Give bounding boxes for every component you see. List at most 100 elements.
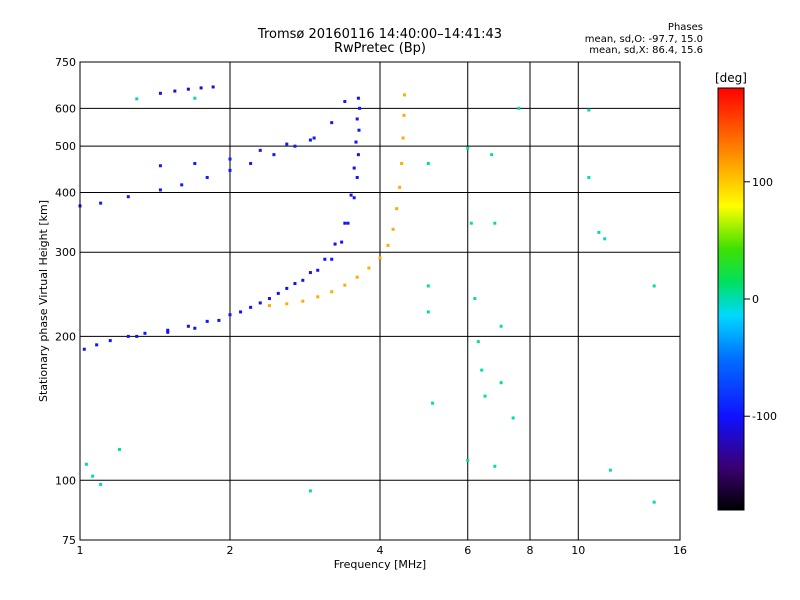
echo-point: [228, 168, 232, 172]
echo-point: [469, 221, 473, 225]
echo-point: [330, 121, 334, 125]
echo-point: [135, 334, 139, 338]
phase-heading: Phases: [667, 22, 703, 33]
echo-point: [173, 89, 177, 93]
chart-subtitle: RwPretec (Bp): [333, 41, 427, 56]
echo-point: [158, 188, 162, 192]
phase-stats-x: mean, sd,X: 86.4, 15.6: [589, 45, 703, 56]
echo-point: [205, 319, 209, 323]
echo-point: [166, 328, 170, 332]
echo-point: [356, 96, 360, 100]
echo-point: [108, 339, 112, 343]
echo-point: [285, 142, 289, 146]
echo-point: [333, 242, 337, 246]
echo-point: [354, 140, 358, 144]
echo-point: [355, 275, 359, 279]
echo-points: [78, 85, 656, 504]
echo-point: [312, 136, 316, 140]
y-tick-label: 200: [55, 330, 76, 343]
colorbar: [717, 87, 745, 511]
echo-point: [587, 108, 591, 112]
echo-point: [499, 381, 503, 385]
plot-frame: [79, 61, 681, 541]
echo-point: [346, 221, 350, 225]
echo-point: [367, 266, 371, 270]
echo-point: [426, 161, 430, 165]
echo-point: [483, 394, 487, 398]
echo-point: [95, 343, 99, 347]
echo-point: [186, 324, 190, 328]
echo-point: [186, 87, 190, 91]
echo-point: [431, 401, 435, 405]
x-tick-label: 1: [77, 544, 84, 557]
echo-point: [466, 146, 470, 150]
echo-point: [258, 148, 262, 152]
echo-point: [293, 144, 297, 148]
echo-point: [166, 330, 170, 334]
echo-point: [340, 240, 344, 244]
echo-point: [193, 161, 197, 165]
echo-point: [199, 86, 203, 90]
echo-point: [217, 318, 221, 322]
echo-point: [517, 106, 521, 110]
echo-point: [426, 310, 430, 314]
echo-point: [330, 257, 334, 261]
y-tick-label: 300: [55, 246, 76, 259]
echo-point: [480, 368, 484, 372]
echo-point: [249, 305, 253, 309]
echo-point: [398, 185, 402, 189]
echo-point: [276, 291, 280, 295]
colorbar-ticks: -100 0 100: [744, 176, 777, 423]
echo-point: [343, 221, 347, 225]
echo-point: [323, 257, 327, 261]
echo-point: [358, 106, 362, 110]
echo-point: [476, 340, 480, 344]
echo-point: [608, 468, 612, 472]
grid-lines: [80, 62, 680, 540]
colorbar-tick-label: 100: [752, 176, 773, 189]
y-tick-label: 75: [62, 534, 76, 547]
echo-point: [395, 207, 399, 211]
echo-point: [473, 297, 477, 301]
echo-point: [426, 284, 430, 288]
echo-point: [403, 93, 407, 97]
y-tick-label: 100: [55, 474, 76, 487]
echo-point: [143, 331, 147, 335]
echo-point: [352, 166, 356, 170]
echo-point: [82, 347, 86, 351]
echo-point: [357, 128, 361, 132]
y-tick-label: 400: [55, 186, 76, 199]
echo-point: [652, 284, 656, 288]
echo-point: [308, 489, 312, 493]
echo-point: [499, 324, 503, 328]
echo-point: [117, 447, 121, 451]
x-tick-label: 10: [571, 544, 585, 557]
echo-point: [511, 416, 515, 420]
colorbar-tick-label: 0: [752, 293, 759, 306]
echo-point: [493, 464, 497, 468]
echo-point: [285, 302, 289, 306]
echo-point: [402, 113, 406, 117]
echo-point: [400, 161, 404, 165]
echo-point: [401, 136, 405, 140]
echo-point: [301, 299, 305, 303]
echo-point: [99, 482, 103, 486]
echo-point: [249, 161, 253, 165]
echo-point: [391, 227, 395, 231]
echo-point: [587, 175, 591, 179]
echo-point: [301, 278, 305, 282]
echo-point: [378, 256, 382, 260]
echo-point: [158, 91, 162, 95]
echo-point: [193, 96, 197, 100]
echo-point: [228, 157, 232, 161]
echo-point: [466, 458, 470, 462]
x-axis-label: Frequency [MHz]: [334, 558, 426, 571]
echo-point: [293, 282, 297, 286]
echo-point: [343, 100, 347, 104]
x-tick-label: 4: [377, 544, 384, 557]
echo-point: [490, 153, 494, 157]
chart-title: Tromsø 20160116 14:40:00–14:41:43: [257, 27, 503, 42]
echo-point: [91, 474, 95, 478]
echo-point: [211, 85, 215, 89]
echo-point: [355, 117, 359, 121]
